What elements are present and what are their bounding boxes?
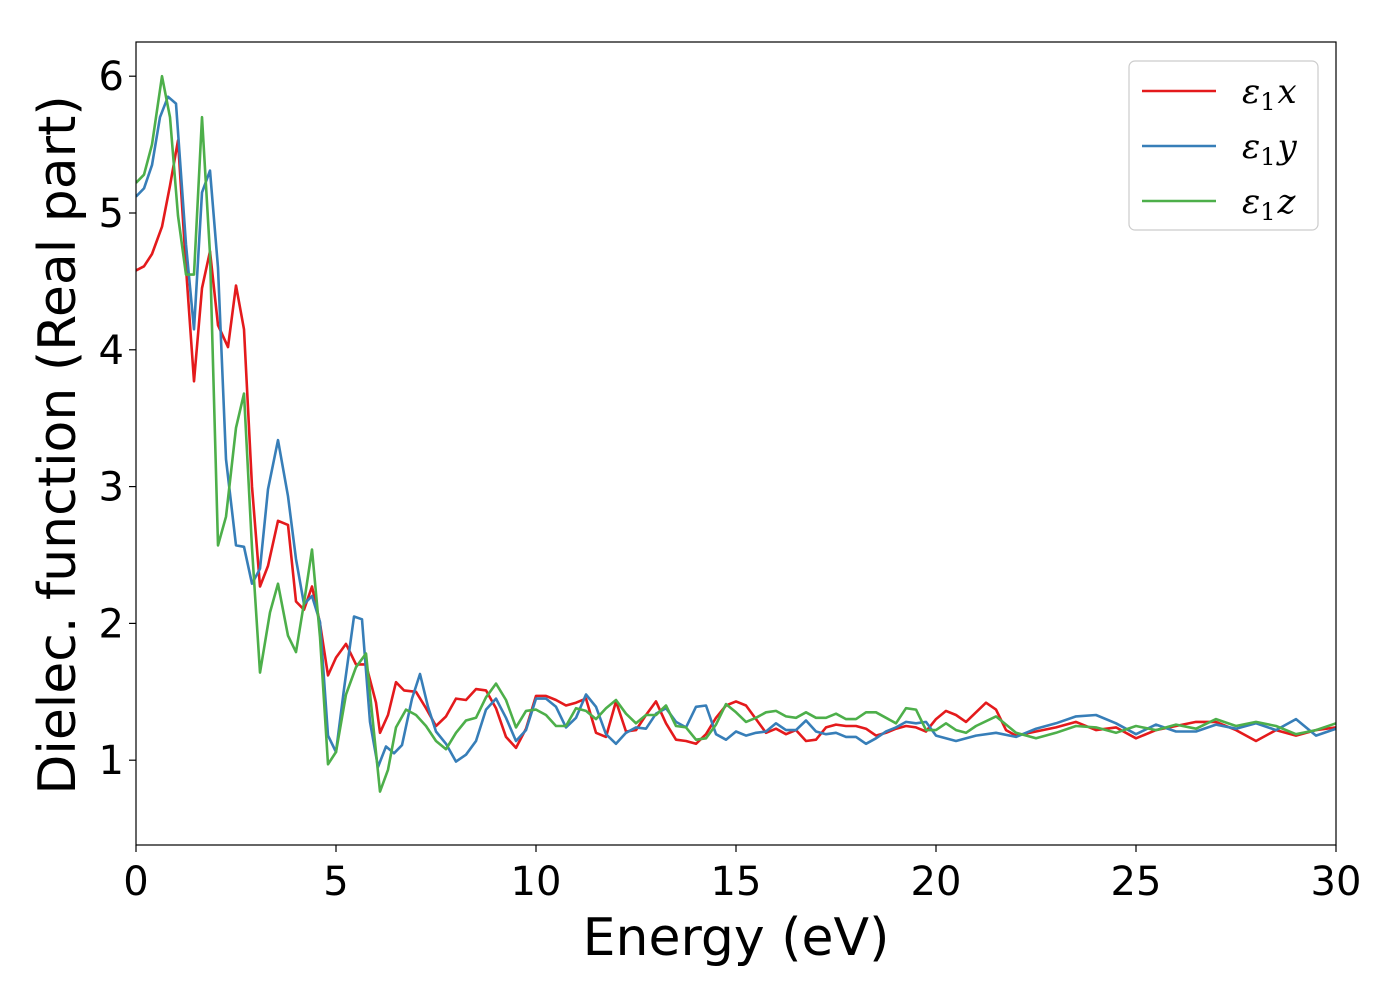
- x-axis: 0 5 10 15 20 25 30: [123, 845, 1361, 905]
- legend-label-x: ε1x: [1242, 72, 1297, 116]
- x-tick-label: 0: [123, 859, 148, 905]
- y-tick-label: 3: [99, 465, 124, 511]
- legend-label-z: ε1z: [1242, 182, 1297, 226]
- series-line-y: [136, 95, 1336, 769]
- legend-box: [1128, 60, 1319, 231]
- y-tick-label: 1: [99, 738, 124, 784]
- y-axis-label: Dielec. function (Real part): [28, 95, 88, 794]
- x-tick-label: 25: [1111, 859, 1162, 905]
- x-tick-label: 10: [511, 859, 562, 905]
- legend: ε1x ε1y ε1z: [1128, 60, 1319, 231]
- x-tick-label: 5: [323, 859, 348, 905]
- y-tick-label: 5: [99, 191, 124, 237]
- x-axis-label: Energy (eV): [583, 908, 890, 968]
- series-layer: [136, 74, 1336, 793]
- y-tick-label: 2: [99, 601, 124, 647]
- y-tick-label: 4: [99, 328, 124, 374]
- legend-label-y: ε1y: [1242, 127, 1298, 171]
- series-line-z: [136, 74, 1336, 793]
- y-axis: 1 2 3 4 5 6: [99, 54, 136, 784]
- x-tick-label: 30: [1311, 859, 1362, 905]
- y-tick-label: 6: [99, 54, 124, 100]
- x-tick-label: 15: [711, 859, 762, 905]
- x-tick-label: 20: [911, 859, 962, 905]
